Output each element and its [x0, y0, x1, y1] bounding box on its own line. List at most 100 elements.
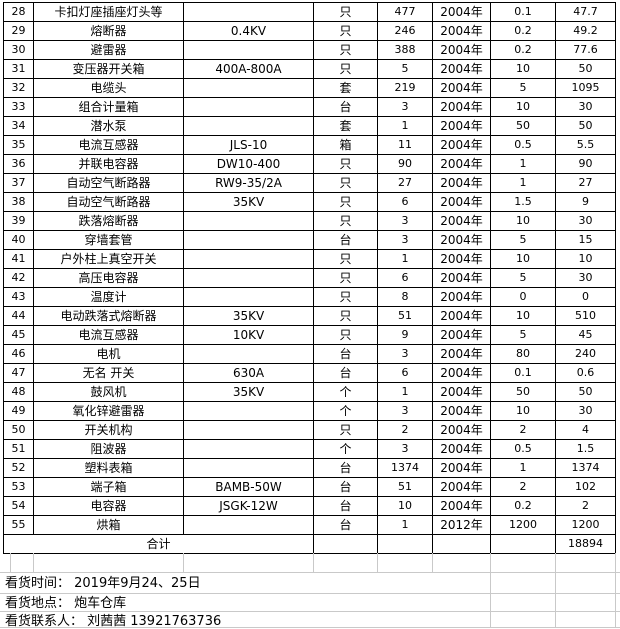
cell-unit[interactable]: 只 — [313, 154, 378, 174]
cell-unit[interactable]: 台 — [313, 496, 378, 516]
cell-year[interactable]: 2004年 — [432, 192, 491, 212]
cell-year[interactable]: 2004年 — [432, 363, 491, 383]
cell-year[interactable]: 2004年 — [432, 477, 491, 497]
cell-total[interactable]: 15 — [555, 230, 616, 250]
cell-year[interactable]: 2012年 — [432, 515, 491, 535]
cell-total[interactable]: 50 — [555, 59, 616, 79]
cell-total[interactable]: 4 — [555, 420, 616, 440]
cell-row-no[interactable]: 42 — [3, 268, 34, 288]
cell-unit-price[interactable]: 10 — [490, 249, 556, 269]
cell-unit[interactable]: 个 — [313, 401, 378, 421]
cell-item-name[interactable]: 阻波器 — [33, 439, 184, 459]
cell-year[interactable]: 2004年 — [432, 268, 491, 288]
summary-empty-cell-price[interactable] — [490, 534, 556, 554]
cell-unit[interactable]: 台 — [313, 230, 378, 250]
cell-row-no[interactable]: 50 — [3, 420, 34, 440]
cell-row-no[interactable]: 32 — [3, 78, 34, 98]
cell-item-name[interactable]: 氧化锌避雷器 — [33, 401, 184, 421]
cell-row-no[interactable]: 55 — [3, 515, 34, 535]
cell-unit-price[interactable]: 1 — [490, 154, 556, 174]
cell-year[interactable]: 2004年 — [432, 154, 491, 174]
cell-spec[interactable] — [183, 458, 314, 478]
cell-total[interactable]: 30 — [555, 401, 616, 421]
cell-spec[interactable]: DW10-400 — [183, 154, 314, 174]
cell-unit-price[interactable]: 1 — [490, 173, 556, 193]
cell-row-no[interactable]: 54 — [3, 496, 34, 516]
cell-total[interactable]: 0.6 — [555, 363, 616, 383]
cell-item-name[interactable]: 自动空气断路器 — [33, 192, 184, 212]
cell-year[interactable]: 2004年 — [432, 420, 491, 440]
cell-unit-price[interactable]: 1 — [490, 458, 556, 478]
cell-total[interactable]: 1200 — [555, 515, 616, 535]
cell-unit[interactable]: 台 — [313, 363, 378, 383]
cell-item-name[interactable]: 开关机构 — [33, 420, 184, 440]
cell-qty[interactable]: 51 — [377, 477, 433, 497]
cell-spec[interactable] — [183, 211, 314, 231]
cell-spec[interactable]: 0.4KV — [183, 21, 314, 41]
cell-item-name[interactable]: 无名 开关 — [33, 363, 184, 383]
cell-total[interactable]: 5.5 — [555, 135, 616, 155]
cell-unit-price[interactable]: 2 — [490, 420, 556, 440]
note-view-time[interactable]: 看货时间： 2019年9月24、25日 — [5, 576, 201, 591]
cell-spec[interactable]: JLS-10 — [183, 135, 314, 155]
cell-item-name[interactable]: 高压电容器 — [33, 268, 184, 288]
cell-unit-price[interactable]: 1200 — [490, 515, 556, 535]
cell-total[interactable]: 50 — [555, 116, 616, 136]
cell-total[interactable]: 27 — [555, 173, 616, 193]
cell-unit[interactable]: 只 — [313, 325, 378, 345]
cell-unit-price[interactable]: 0.2 — [490, 21, 556, 41]
cell-spec[interactable]: 400A-800A — [183, 59, 314, 79]
cell-spec[interactable] — [183, 420, 314, 440]
cell-total[interactable]: 2 — [555, 496, 616, 516]
cell-row-no[interactable]: 51 — [3, 439, 34, 459]
cell-year[interactable]: 2004年 — [432, 78, 491, 98]
cell-spec[interactable] — [183, 2, 314, 22]
cell-year[interactable]: 2004年 — [432, 401, 491, 421]
cell-unit-price[interactable]: 10 — [490, 306, 556, 326]
cell-unit-price[interactable]: 0.5 — [490, 135, 556, 155]
cell-item-name[interactable]: 鼓风机 — [33, 382, 184, 402]
cell-item-name[interactable]: 跌落熔断器 — [33, 211, 184, 231]
note-view-place[interactable]: 看货地点： 炮车仓库 — [5, 596, 127, 611]
cell-total[interactable]: 102 — [555, 477, 616, 497]
cell-unit[interactable]: 只 — [313, 268, 378, 288]
cell-qty[interactable]: 1 — [377, 515, 433, 535]
cell-year[interactable]: 2004年 — [432, 325, 491, 345]
cell-unit-price[interactable]: 10 — [490, 97, 556, 117]
cell-unit-price[interactable]: 5 — [490, 230, 556, 250]
cell-unit[interactable]: 台 — [313, 477, 378, 497]
cell-item-name[interactable]: 烘箱 — [33, 515, 184, 535]
cell-item-name[interactable]: 端子箱 — [33, 477, 184, 497]
cell-row-no[interactable]: 52 — [3, 458, 34, 478]
cell-qty[interactable]: 3 — [377, 211, 433, 231]
cell-item-name[interactable]: 卡扣灯座插座灯头等 — [33, 2, 184, 22]
cell-unit[interactable]: 只 — [313, 420, 378, 440]
cell-spec[interactable] — [183, 268, 314, 288]
cell-qty[interactable]: 6 — [377, 192, 433, 212]
cell-qty[interactable]: 27 — [377, 173, 433, 193]
cell-qty[interactable]: 219 — [377, 78, 433, 98]
cell-total[interactable]: 1.5 — [555, 439, 616, 459]
cell-item-name[interactable]: 潜水泵 — [33, 116, 184, 136]
cell-unit[interactable]: 个 — [313, 382, 378, 402]
cell-item-name[interactable]: 户外柱上真空开关 — [33, 249, 184, 269]
cell-year[interactable]: 2004年 — [432, 306, 491, 326]
cell-item-name[interactable]: 电缆头 — [33, 78, 184, 98]
cell-qty[interactable]: 6 — [377, 363, 433, 383]
cell-row-no[interactable]: 30 — [3, 40, 34, 60]
cell-unit[interactable]: 只 — [313, 211, 378, 231]
cell-row-no[interactable]: 31 — [3, 59, 34, 79]
cell-year[interactable]: 2004年 — [432, 344, 491, 364]
cell-row-no[interactable]: 49 — [3, 401, 34, 421]
cell-row-no[interactable]: 29 — [3, 21, 34, 41]
cell-row-no[interactable]: 53 — [3, 477, 34, 497]
cell-year[interactable]: 2004年 — [432, 116, 491, 136]
cell-unit-price[interactable]: 80 — [490, 344, 556, 364]
cell-row-no[interactable]: 48 — [3, 382, 34, 402]
cell-item-name[interactable]: 电动跌落式熔断器 — [33, 306, 184, 326]
cell-row-no[interactable]: 28 — [3, 2, 34, 22]
cell-unit-price[interactable]: 50 — [490, 382, 556, 402]
cell-year[interactable]: 2004年 — [432, 97, 491, 117]
cell-qty[interactable]: 90 — [377, 154, 433, 174]
cell-unit-price[interactable]: 0.2 — [490, 496, 556, 516]
